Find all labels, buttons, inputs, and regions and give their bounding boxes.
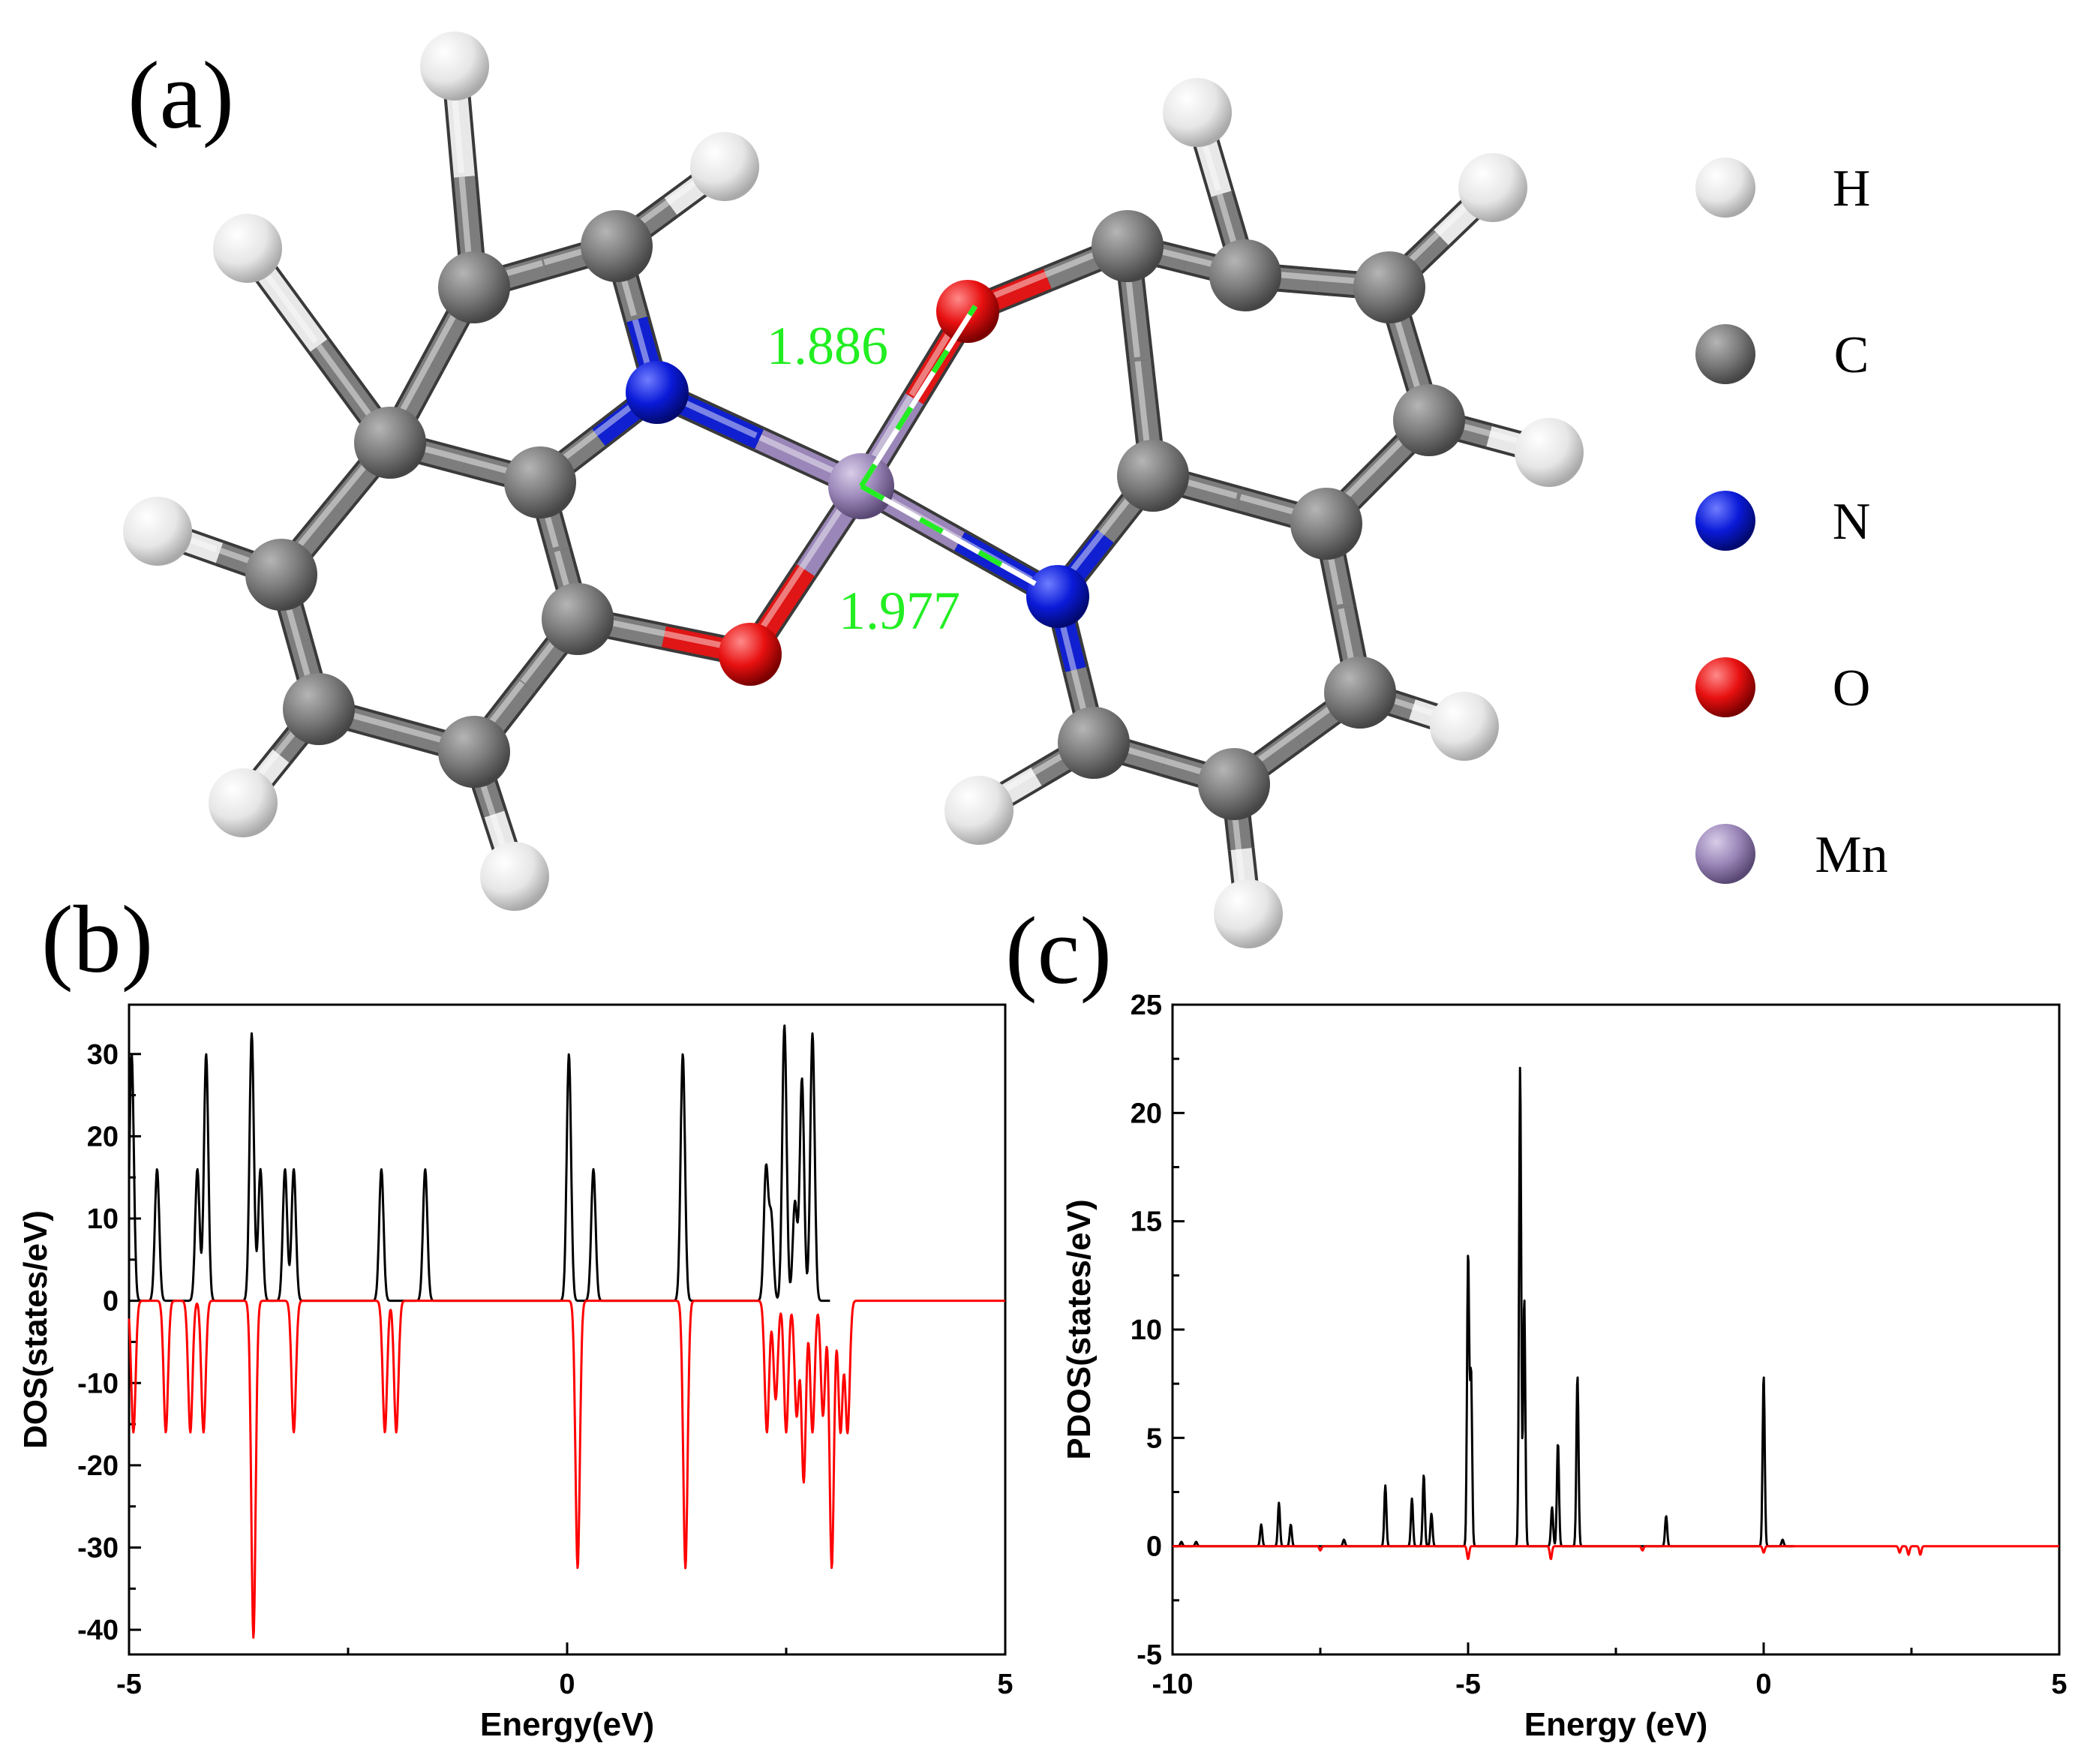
x-tick-label: -5 (116, 1669, 142, 1700)
x-axis-title: Energy(eV) (480, 1706, 654, 1743)
atom-c-c16 (1058, 707, 1130, 779)
dos-chart: -5 0 5 30 20 10 0 -10 -20 -30 -40 Energy(eV) DOS(sta… (17, 1003, 1013, 1743)
atom-c-c14 (1393, 384, 1465, 456)
atom-c-c12 (1117, 440, 1189, 512)
x-axis-title: Energy (eV) (1524, 1706, 1708, 1743)
y-tick-label: 20 (87, 1121, 119, 1152)
atoms (123, 32, 1584, 948)
atom-h-h11 (944, 776, 1013, 845)
x-tick-label: 0 (1755, 1669, 1771, 1700)
atom-c-c4 (504, 446, 576, 518)
series-line-down (1172, 1545, 2060, 1561)
legend-label-n: N (1833, 493, 1871, 551)
atom-c-c17 (1198, 748, 1270, 820)
x-tick-label: -5 (1455, 1669, 1481, 1700)
legend-swatch-h (1695, 158, 1755, 218)
atom-c-c15 (1324, 657, 1396, 729)
atom-h-h7 (1163, 78, 1232, 147)
y-tick-label: -40 (77, 1615, 119, 1646)
atom-n-n1 (626, 361, 689, 424)
panel-label-b: (b) (41, 886, 153, 993)
legend-swatch-n (1695, 491, 1755, 551)
atom-n-n2 (1026, 565, 1089, 628)
series-line-up (128, 1024, 831, 1303)
atom-h-h4 (123, 497, 192, 566)
atom-c-c9 (1092, 210, 1164, 282)
series-line-down (128, 1300, 1006, 1639)
y-tick-label: 10 (1131, 1315, 1162, 1346)
bond-length-mn-n: 1.977 (839, 581, 960, 641)
atom-h-h12 (1214, 879, 1283, 948)
legend-swatch-c (1695, 324, 1755, 384)
plot-frame (1171, 1003, 2061, 1656)
panel-label-a: (a) (128, 42, 234, 149)
atom-h-h5 (209, 768, 278, 837)
legend-label-c: C (1834, 326, 1869, 384)
y-tick-label: 0 (103, 1286, 119, 1318)
y-tick-label: 0 (1146, 1531, 1162, 1563)
bond-length-mn-o: 1.886 (767, 316, 888, 376)
y-axis-title: PDOS(states/eV) (1061, 1199, 1098, 1459)
y-tick-label: 20 (1131, 1098, 1162, 1129)
y-axis-title: DOS(states/eV) (17, 1210, 54, 1449)
atom-legend: H C N O Mn (1695, 158, 1888, 884)
atom-c-c11 (1353, 251, 1425, 323)
atom-c-c13 (1290, 488, 1362, 560)
x-tick-label: 0 (559, 1669, 575, 1700)
legend-swatch-mn (1695, 824, 1755, 884)
y-tick-label: -20 (77, 1450, 119, 1482)
y-tick-label: 15 (1131, 1207, 1162, 1238)
atom-c-c7 (283, 673, 355, 745)
atom-c-c6 (542, 583, 614, 655)
legend-swatch-o (1695, 657, 1755, 717)
legend-label-o: O (1833, 660, 1871, 717)
y-tick-label: 30 (87, 1039, 119, 1071)
atom-h-h6 (480, 842, 549, 911)
atom-c-c5 (245, 539, 317, 611)
y-tick-label: 25 (1131, 990, 1162, 1021)
molecule-model: 1.886 1.977 (123, 32, 1584, 948)
atom-h-h3 (213, 214, 282, 283)
series-line-up (1172, 1066, 1795, 1548)
panel-label-c: (c) (1005, 897, 1112, 1004)
atom-c-c10 (1209, 239, 1281, 311)
x-tick-label: -10 (1152, 1669, 1194, 1700)
y-tick-label: 10 (87, 1204, 119, 1235)
bond-length-markers (859, 305, 1037, 587)
x-tick-label: 5 (2051, 1669, 2067, 1700)
atom-h-h10 (1430, 692, 1499, 761)
x-tick-label: 5 (997, 1669, 1013, 1700)
legend-label-h: H (1833, 160, 1871, 218)
atom-h-h9 (1515, 418, 1584, 487)
atom-h-h1 (420, 32, 489, 101)
atom-h-h2 (690, 132, 759, 201)
y-tick-label: 5 (1146, 1423, 1162, 1454)
y-tick-label: -30 (77, 1532, 119, 1564)
atom-o-o2 (719, 623, 782, 686)
atom-h-h8 (1458, 153, 1527, 222)
atom-o-o1 (936, 280, 999, 343)
y-tick-label: -10 (77, 1368, 119, 1399)
legend-label-mn: Mn (1815, 826, 1887, 884)
atom-c-c3 (354, 407, 426, 479)
atom-c-c2 (581, 210, 653, 282)
atom-c-c1 (438, 251, 510, 323)
y-tick-label: -5 (1137, 1639, 1162, 1671)
atom-c-c8 (438, 716, 510, 788)
